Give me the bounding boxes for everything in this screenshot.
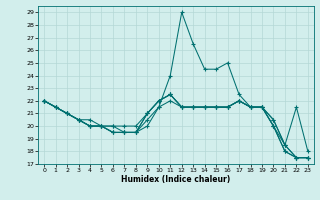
X-axis label: Humidex (Indice chaleur): Humidex (Indice chaleur) (121, 175, 231, 184)
